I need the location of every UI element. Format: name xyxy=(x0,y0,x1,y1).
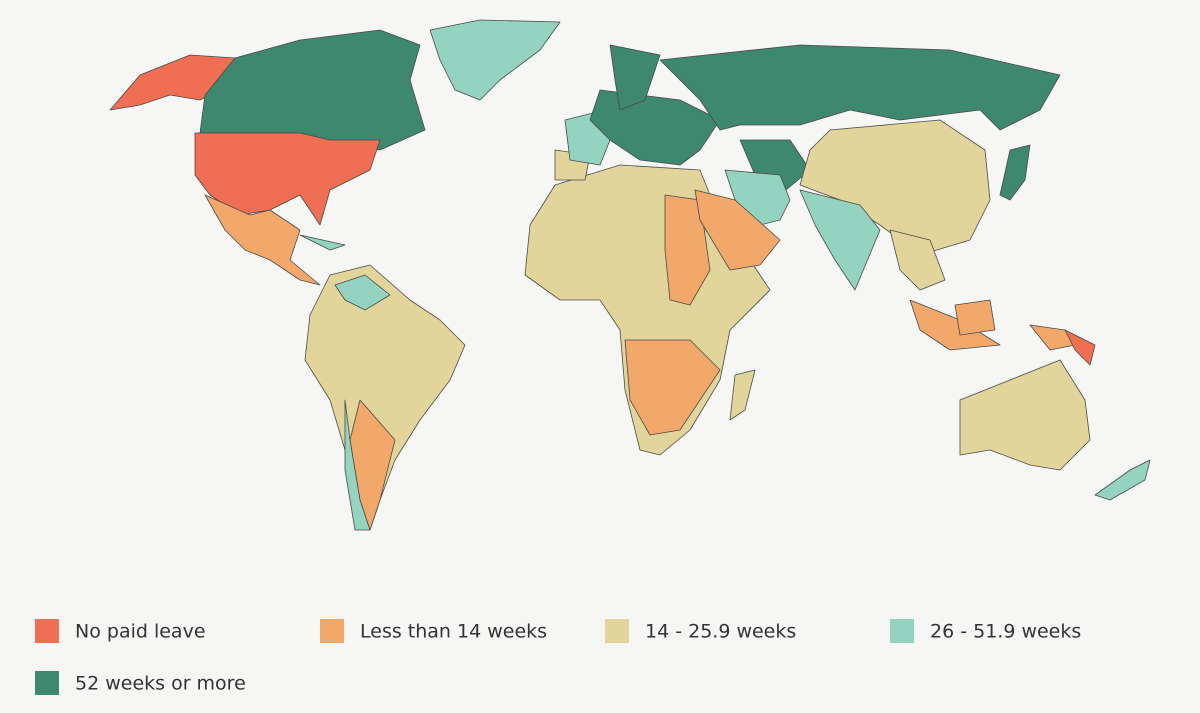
sumatra-java xyxy=(909,299,1001,351)
central-asia xyxy=(739,139,811,196)
russia xyxy=(659,44,1061,131)
legend-label: No paid leave xyxy=(75,621,206,643)
greenland xyxy=(429,19,561,101)
venezuela xyxy=(334,274,391,311)
world-map xyxy=(109,19,1151,531)
australia xyxy=(959,359,1091,471)
southeast-asia xyxy=(889,229,946,291)
arabia xyxy=(694,189,781,271)
legend-swatch xyxy=(320,619,344,643)
legend-label: 52 weeks or more xyxy=(75,673,246,695)
usa xyxy=(194,132,381,226)
legend-swatch xyxy=(35,619,59,643)
canada xyxy=(199,29,426,151)
papua-new-guinea xyxy=(1064,329,1096,366)
chile xyxy=(344,399,371,531)
legend-swatch xyxy=(35,671,59,695)
south-america xyxy=(304,264,466,531)
southern-africa xyxy=(624,339,721,436)
madagascar xyxy=(729,369,756,421)
borneo xyxy=(954,299,996,336)
japan xyxy=(999,144,1031,201)
new-zealand xyxy=(1094,459,1151,501)
legend: No paid leave Less than 14 weeks 14 - 25.9… xyxy=(35,619,1081,695)
legend-label: 26 - 51.9 weeks xyxy=(930,621,1081,643)
mexico xyxy=(204,194,321,286)
cuba xyxy=(299,234,346,251)
india xyxy=(799,189,881,291)
legend-label: 14 - 25.9 weeks xyxy=(645,621,796,643)
legend-label: Less than 14 weeks xyxy=(360,621,547,643)
legend-swatch xyxy=(890,619,914,643)
legend-swatch xyxy=(605,619,629,643)
scandinavia xyxy=(609,44,661,111)
